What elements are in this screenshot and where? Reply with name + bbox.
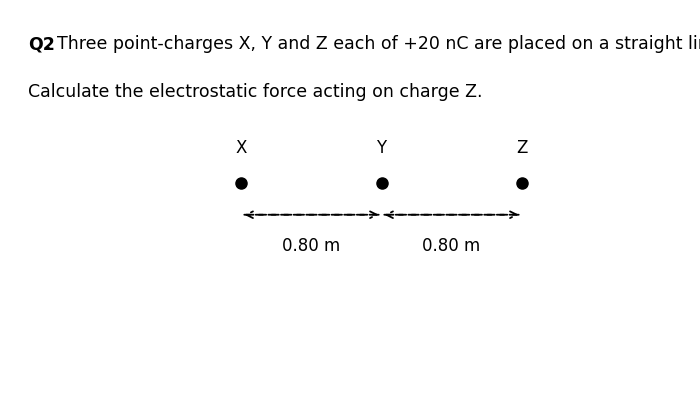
Text: Calculate the electrostatic force acting on charge Z.: Calculate the electrostatic force acting… bbox=[28, 83, 482, 101]
Text: . Three point-charges X, Y and Z each of +20 nC are placed on a straight line as: . Three point-charges X, Y and Z each of… bbox=[46, 35, 700, 54]
Text: 0.80 m: 0.80 m bbox=[422, 237, 481, 255]
Text: Z: Z bbox=[516, 139, 527, 157]
Text: Y: Y bbox=[377, 139, 386, 157]
Text: X: X bbox=[236, 139, 247, 157]
Text: 0.80 m: 0.80 m bbox=[282, 237, 341, 255]
Text: Q2: Q2 bbox=[28, 35, 55, 54]
